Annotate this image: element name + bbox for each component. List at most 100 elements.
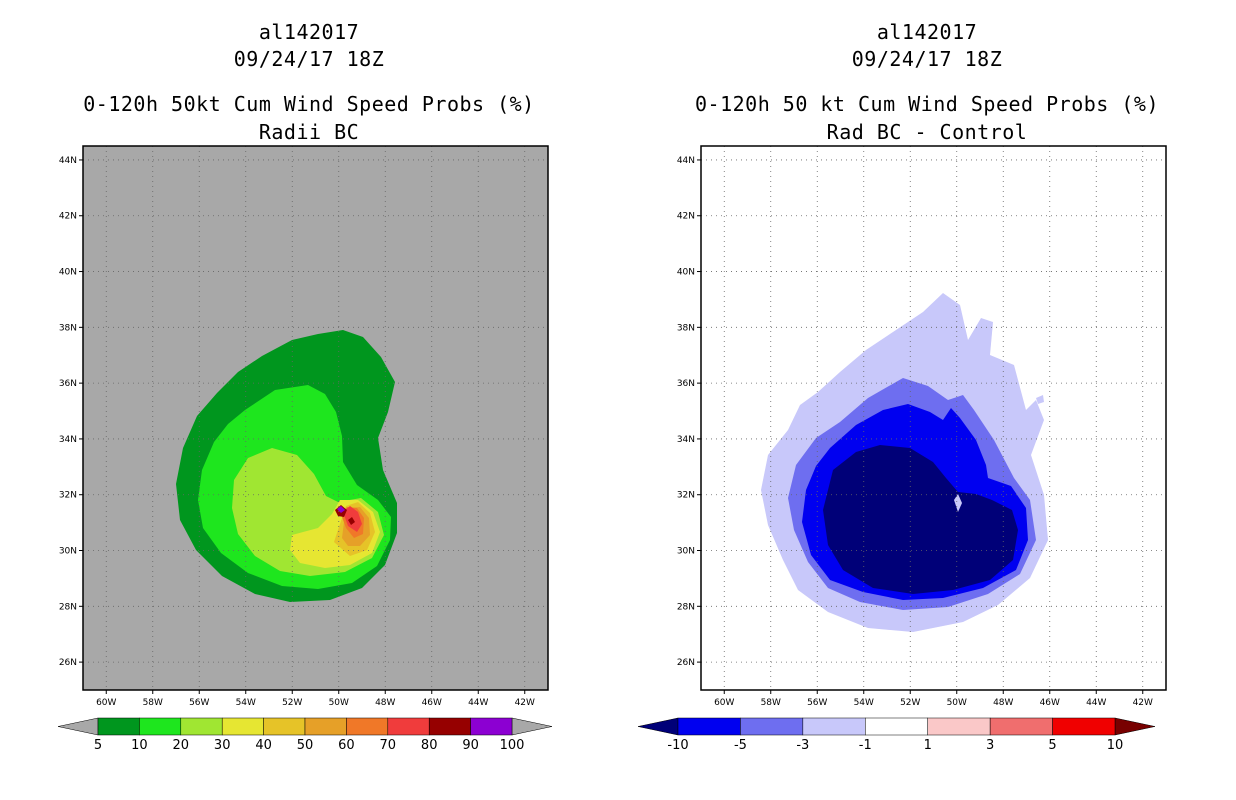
lat-tick-label: 34N xyxy=(59,435,77,445)
lat-tick-label: 36N xyxy=(677,379,695,389)
right-subtitle: Rad BC - Control xyxy=(826,120,1028,144)
lat-tick-label: 40N xyxy=(677,268,695,278)
left-datetime: 09/24/17 18Z xyxy=(233,47,385,71)
lon-tick-label: 50W xyxy=(329,698,349,708)
lon-tick-label: 42W xyxy=(515,698,535,708)
right-datetime: 09/24/17 18Z xyxy=(851,47,1003,71)
colorbar-swatch xyxy=(180,717,223,736)
lon-tick-label: 54W xyxy=(854,698,874,708)
colorbar-label: 70 xyxy=(380,738,397,753)
colorbar-label: -5 xyxy=(734,738,747,753)
left-storm-id: al142017 xyxy=(258,20,360,44)
right-lon-axis: 60W 58W 56W 54W 52W 50W 48W 46W 44W 42W xyxy=(714,698,1153,708)
colorbar-label: 80 xyxy=(421,738,438,753)
lon-tick-label: 44W xyxy=(1086,698,1106,708)
colorbar-below-arrow xyxy=(57,717,99,736)
colorbar-swatch xyxy=(927,717,991,736)
right-colorbar: -10 -5 -3 -1 1 3 5 10 xyxy=(637,717,1156,753)
lat-tick-label: 42N xyxy=(59,212,77,222)
right-lat-axis: 26N 28N 30N 32N 34N 36N 38N 40N 42N 44N xyxy=(677,156,695,668)
diff-islands xyxy=(978,364,1044,404)
colorbar-label: 40 xyxy=(255,738,272,753)
colorbar-swatch xyxy=(740,717,804,736)
colorbar-label: 10 xyxy=(1107,738,1124,753)
lat-tick-label: 30N xyxy=(59,547,77,557)
colorbar-label: 100 xyxy=(500,738,525,753)
colorbar-label: -1 xyxy=(859,738,872,753)
lon-tick-label: 46W xyxy=(422,698,442,708)
colorbar-label: 1 xyxy=(924,738,932,753)
lon-tick-label: 48W xyxy=(993,698,1013,708)
colorbar-label: 10 xyxy=(131,738,148,753)
diff-small-positive xyxy=(954,494,962,512)
lat-tick-label: 44N xyxy=(59,156,77,166)
lon-tick-label: 56W xyxy=(807,698,827,708)
lat-tick-label: 26N xyxy=(677,658,695,668)
colorbar-swatch xyxy=(346,717,389,736)
colorbar-swatch xyxy=(139,717,182,736)
right-map: 26N 28N 30N 32N 34N 36N 38N 40N 42N 44N 60W 58W 56W… xyxy=(637,145,1167,753)
lon-tick-label: 52W xyxy=(282,698,302,708)
lat-tick-label: 30N xyxy=(677,547,695,557)
colorbar-swatch xyxy=(865,717,928,736)
colorbar-above-arrow xyxy=(511,717,553,736)
colorbar-below-arrow xyxy=(637,717,679,736)
colorbar-swatch xyxy=(677,717,741,736)
lat-tick-label: 42N xyxy=(677,212,695,222)
colorbar-label: -10 xyxy=(667,738,688,753)
lat-tick-label: 38N xyxy=(59,323,77,333)
lat-tick-label: 34N xyxy=(677,435,695,445)
lon-tick-label: 42W xyxy=(1133,698,1153,708)
right-title: 0-120h 50 kt Cum Wind Speed Probs (%) xyxy=(694,92,1160,116)
left-title: 0-120h 50kt Cum Wind Speed Probs (%) xyxy=(83,92,535,116)
left-grid xyxy=(79,146,548,694)
lat-tick-label: 26N xyxy=(59,658,77,668)
lon-tick-label: 60W xyxy=(714,698,734,708)
colorbar-swatch xyxy=(263,717,306,736)
colorbar-swatch xyxy=(387,717,430,736)
lon-tick-label: 52W xyxy=(900,698,920,708)
left-lat-axis: 26N 28N 30N 32N 34N 36N 38N 40N 42N 44N xyxy=(59,156,77,668)
right-map-panel: al142017 09/24/17 18Z 0-120h 50 kt Cum W… xyxy=(618,0,1236,800)
diff-contour-minus10 xyxy=(823,445,1018,594)
lon-tick-label: 56W xyxy=(189,698,209,708)
colorbar-swatch xyxy=(470,717,513,736)
contour-90 xyxy=(337,506,345,513)
colorbar-swatch xyxy=(97,717,140,736)
lat-tick-label: 40N xyxy=(59,268,77,278)
colorbar-swatch xyxy=(428,717,471,736)
lon-tick-label: 58W xyxy=(761,698,781,708)
colorbar-label: 3 xyxy=(986,738,994,753)
lon-tick-label: 54W xyxy=(236,698,256,708)
lon-tick-label: 44W xyxy=(468,698,488,708)
lat-tick-label: 36N xyxy=(59,379,77,389)
colorbar-above-arrow xyxy=(1114,717,1156,736)
lon-tick-label: 46W xyxy=(1040,698,1060,708)
colorbar-swatch xyxy=(989,717,1053,736)
colorbar-label: 5 xyxy=(1048,738,1056,753)
left-map-panel: al142017 09/24/17 18Z 0-120h 50kt Cum Wi… xyxy=(57,20,553,753)
right-grid xyxy=(697,146,1166,694)
colorbar-label: 5 xyxy=(94,738,102,753)
lat-tick-label: 32N xyxy=(677,491,695,501)
right-map-frame xyxy=(700,145,1167,691)
colorbar-swatch xyxy=(1052,717,1116,736)
lon-tick-label: 48W xyxy=(375,698,395,708)
left-map: 26N 28N 30N 32N 34N 36N 38N 40N 42N 44N 60W 58W 56W… xyxy=(57,145,553,753)
lat-tick-label: 44N xyxy=(677,156,695,166)
contour-80b xyxy=(348,517,355,525)
colorbar-swatch xyxy=(221,717,264,736)
colorbar-swatch xyxy=(304,717,347,736)
colorbar-label: 30 xyxy=(214,738,231,753)
left-map-frame xyxy=(82,145,549,691)
right-storm-id: al142017 xyxy=(876,20,978,44)
lat-tick-label: 32N xyxy=(59,491,77,501)
colorbar-label: 20 xyxy=(173,738,190,753)
lat-tick-label: 28N xyxy=(59,602,77,612)
lon-tick-label: 50W xyxy=(947,698,967,708)
colorbar-label: 90 xyxy=(462,738,479,753)
left-lon-axis: 60W 58W 56W 54W 52W 50W 48W 46W 44W 42W xyxy=(96,698,535,708)
lat-tick-label: 38N xyxy=(677,323,695,333)
lat-tick-label: 28N xyxy=(677,602,695,612)
colorbar-label: 50 xyxy=(297,738,314,753)
